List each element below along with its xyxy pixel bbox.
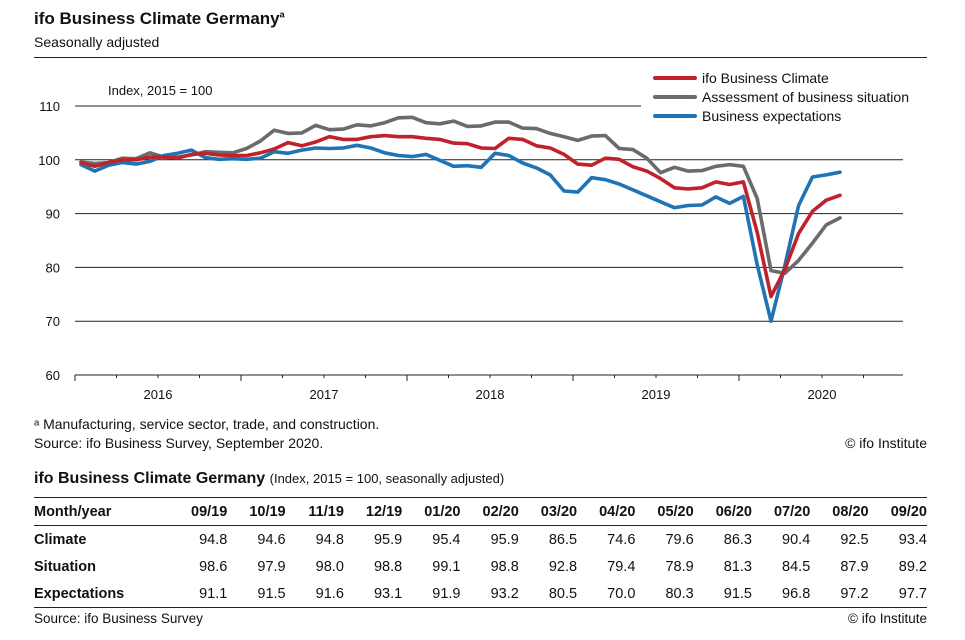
- y-tick-label: 90: [46, 207, 60, 222]
- table-cell: 93.2: [460, 580, 519, 608]
- table-column-header: 06/20: [693, 497, 752, 526]
- x-tick-label: 2018: [476, 387, 505, 402]
- table-cell: 92.5: [840, 531, 869, 548]
- table-cell: 91.5: [693, 580, 752, 608]
- unit-label: Index, 2015 = 100: [108, 83, 212, 98]
- table-column-header: 01/20: [402, 497, 461, 526]
- chart-title: ifo Business Climate Germanya: [34, 9, 285, 29]
- series-line-climate: [79, 133, 842, 299]
- table-row: Expectations 91.1 91.5 91.6 93.1 91.9 93.2 80.5…: [34, 580, 927, 608]
- table-cell: 95.9: [490, 531, 519, 548]
- table-column-header: 12/19: [343, 497, 403, 526]
- table-title: ifo Business Climate Germany (Index, 201…: [34, 470, 504, 488]
- table-cell: 92.8: [548, 558, 578, 575]
- data-table: Month/year 09/19 10/19 11/19 12/19 01/20 02/20…: [34, 497, 927, 608]
- table-cell: 90.4: [782, 531, 811, 548]
- x-tick-label: 2019: [642, 387, 671, 402]
- table-cell: 89.2: [898, 558, 927, 575]
- table-row: Situation 98.6 97.9 98.0 98.8 99.1 98.8 92.8 79.…: [34, 553, 927, 580]
- legend-label-situation: Assessment of business situation: [702, 89, 909, 105]
- table-subtitle: (Index, 2015 = 100, seasonally adjusted): [269, 471, 505, 486]
- y-tick-label: 60: [46, 368, 60, 383]
- table-column-header: 03/20: [518, 497, 578, 526]
- legend: ifo Business Climate Assessment of busine…: [653, 70, 909, 124]
- table-title-text: ifo Business Climate Germany: [34, 470, 266, 487]
- table-cell: 87.9: [840, 558, 869, 575]
- table-header-label: Month/year: [34, 497, 170, 526]
- table-cell: 94.8: [199, 531, 228, 548]
- legend-label-climate: ifo Business Climate: [702, 70, 829, 86]
- y-tick-label: 70: [46, 314, 60, 329]
- table-cell: 70.0: [577, 580, 636, 608]
- table-cell: 94.8: [315, 531, 344, 548]
- title-footnote-marker: a: [279, 9, 285, 20]
- table-cell: 80.3: [635, 580, 694, 608]
- table-cell: 79.6: [665, 531, 694, 548]
- table-cell: 97.7: [868, 580, 927, 608]
- table-source: Source: ifo Business Survey: [34, 611, 203, 626]
- table-cell: 81.3: [723, 558, 752, 575]
- table-cell: 78.9: [665, 558, 694, 575]
- table-cell: 98.6: [199, 558, 228, 575]
- table-column-header: 09/20: [868, 497, 927, 526]
- table-column-header: 09/19: [169, 497, 228, 526]
- table-column-header: 10/19: [227, 497, 286, 526]
- table-column-header: 11/19: [285, 497, 344, 526]
- table-cell: 86.5: [548, 531, 578, 548]
- table-cell: 84.5: [782, 558, 811, 575]
- y-tick-label: 80: [46, 260, 60, 275]
- table-cell: 98.0: [315, 558, 344, 575]
- table-header-row: Month/year 09/19 10/19 11/19 12/19 01/20 02/20…: [34, 497, 927, 526]
- table-column-header: 05/20: [635, 497, 694, 526]
- series-line-situation: [79, 115, 842, 276]
- table-cell: 80.5: [518, 580, 578, 608]
- top-divider: [34, 57, 927, 58]
- table-cell: 79.4: [607, 558, 636, 575]
- table-cell: 91.5: [227, 580, 286, 608]
- chart-credit: © ifo Institute: [845, 435, 927, 451]
- table-cell: 91.6: [285, 580, 344, 608]
- table-cell: 93.1: [343, 580, 403, 608]
- series-line-expectations: [79, 143, 842, 324]
- table-cell: 91.9: [402, 580, 461, 608]
- x-tick-label: 2020: [808, 387, 837, 402]
- table-column-header: 08/20: [810, 497, 869, 526]
- y-tick-label: 100: [38, 153, 60, 168]
- table-row-label: Expectations: [34, 580, 170, 608]
- table-cell: 98.8: [373, 558, 403, 575]
- table-row-label: Climate: [34, 531, 87, 548]
- y-tick-label: 110: [39, 99, 60, 114]
- chart-source: Source: ifo Business Survey, September 2…: [34, 435, 324, 451]
- table-row-label: Situation: [34, 558, 97, 575]
- axes: 60 70 80 90 100 110 2016 2017 2018 2019 2020 Index,…: [38, 83, 903, 402]
- table-cell: 95.4: [432, 531, 461, 548]
- table-column-header: 02/20: [460, 497, 519, 526]
- line-chart: 60 70 80 90 100 110 2016 2017 2018 2019 2020 Index,…: [38, 70, 909, 402]
- table-column-header: 07/20: [751, 497, 811, 526]
- table-cell: 97.9: [257, 558, 286, 575]
- table-cell: 94.6: [257, 531, 286, 548]
- x-tick-label: 2016: [144, 387, 173, 402]
- legend-label-expectations: Business expectations: [702, 108, 841, 124]
- chart-subtitle: Seasonally adjusted: [34, 34, 160, 50]
- table-cell: 99.1: [432, 558, 461, 575]
- series-lines: [79, 115, 842, 324]
- table-cell: 93.4: [898, 531, 927, 548]
- table-cell: 86.3: [723, 531, 752, 548]
- table-column-header: 04/20: [577, 497, 636, 526]
- table-cell: 98.8: [490, 558, 519, 575]
- x-tick-label: 2017: [310, 387, 339, 402]
- chart-title-text: ifo Business Climate Germany: [34, 9, 280, 28]
- table-cell: 74.6: [607, 531, 636, 548]
- table-cell: 97.2: [810, 580, 869, 608]
- table-cell: 91.1: [169, 580, 228, 608]
- chart-footnote: ᵃ Manufacturing, service sector, trade, …: [34, 416, 380, 432]
- table-cell: 96.8: [751, 580, 811, 608]
- table-row: Climate 94.8 94.6 94.8 95.9 95.4 95.9 86.5 74.6 7…: [34, 526, 927, 554]
- table-body: Climate 94.8 94.6 94.8 95.9 95.4 95.9 86.5 74.6 7…: [34, 526, 927, 608]
- table-cell: 95.9: [373, 531, 403, 548]
- table-credit: © ifo Institute: [848, 611, 927, 626]
